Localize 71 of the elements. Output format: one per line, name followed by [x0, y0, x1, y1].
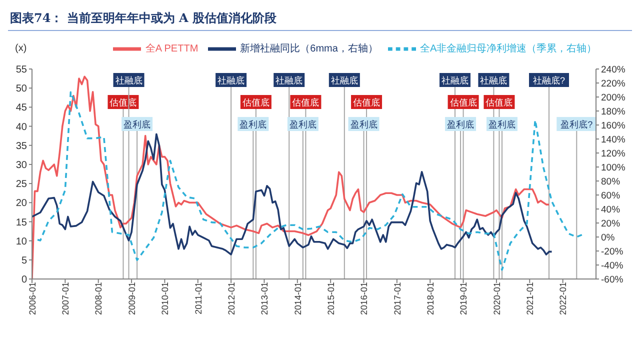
y2-tick-label: 140% — [601, 134, 626, 146]
ref-line-label: 估值底 — [292, 98, 320, 108]
y2-tick-label: 60% — [601, 190, 621, 202]
ref-line-label: 社融底 — [480, 76, 508, 86]
y2-tick-label: 240% — [601, 64, 626, 76]
ref-line-label: 社融底 — [276, 76, 303, 86]
chart-title: 图表74： 当前至明年年中或为 A 股估值消化阶段 — [8, 8, 632, 31]
y-axis-title: (x) — [15, 43, 27, 54]
x-tick-label: 2018-01 — [426, 282, 436, 316]
y-tick-label: 30 — [16, 160, 28, 172]
ref-line-label: 估值底 — [450, 98, 477, 108]
ref-line-label: 社融底 — [442, 76, 468, 86]
x-tick-label: 2012-01 — [226, 282, 236, 316]
y2-tick-label: 220% — [601, 78, 626, 90]
ref-line-label: 社融底 — [115, 76, 142, 86]
ref-line-label: 盈利底 — [124, 120, 151, 130]
y2-tick-label: 160% — [601, 120, 626, 132]
y-tick-label: 55 — [16, 64, 28, 76]
ref-line-label: 盈利底 — [488, 120, 516, 130]
y-tick-label: 50 — [16, 84, 28, 95]
x-tick-label: 2013-01 — [260, 282, 270, 316]
y2-tick-label: -60% — [601, 274, 624, 286]
x-tick-label: 2021-01 — [525, 282, 536, 316]
y2-tick-label: 100% — [601, 162, 626, 174]
y2-tick-label: -40% — [601, 260, 624, 272]
line-series — [32, 133, 553, 256]
ref-line-label: 盈利底? — [560, 120, 593, 130]
line-series — [32, 76, 550, 279]
ref-line-label: 盈利底 — [447, 120, 474, 130]
x-tick-label: 2022-01 — [558, 282, 568, 316]
x-tick-label: 2010-01 — [160, 282, 170, 316]
text: 全A PETTM — [145, 44, 198, 55]
y-tick-label: 10 — [16, 236, 28, 248]
y-tick-label: 0 — [21, 274, 28, 286]
y-tick-label: 35 — [16, 140, 28, 152]
ref-line-label: 盈利底 — [289, 120, 316, 130]
y2-tick-label: 80% — [601, 176, 621, 188]
y2-tick-label: 120% — [601, 148, 626, 160]
ref-line-label: 盈利底 — [240, 120, 267, 130]
ref-line-label: 盈利底 — [350, 120, 378, 130]
y2-tick-label: 20% — [601, 218, 621, 230]
y-tick-label: 15 — [16, 217, 28, 228]
ref-line-label: 社融底 — [218, 76, 245, 86]
y2-tick-label: 200% — [601, 92, 626, 104]
ref-line-label: 社融底? — [532, 76, 566, 86]
ref-line-label: 估值底 — [486, 98, 513, 108]
x-tick-label: 2007-01 — [60, 282, 71, 316]
y2-tick-label: 0% — [601, 232, 616, 244]
x-tick-label: 2008-01 — [94, 282, 104, 316]
x-tick-label: 2011-01 — [193, 282, 204, 314]
y-tick-label: 40 — [16, 122, 28, 133]
y2-tick-label: 180% — [601, 106, 626, 118]
x-tick-label: 2015-01 — [326, 282, 336, 316]
ref-line-label: 社融底 — [330, 76, 358, 86]
text: 新增社融同比（6mma，右轴） — [240, 44, 378, 55]
x-tick-label: 2016-01 — [359, 282, 370, 316]
y2-tick-label: 40% — [601, 204, 621, 216]
y-tick-label: 20 — [16, 198, 28, 210]
x-tick-label: 2006-01 — [27, 282, 38, 316]
x-tick-label: 2009-01 — [126, 282, 137, 316]
x-tick-label: 2017-01 — [392, 282, 402, 316]
ref-line-label: 估值底 — [353, 98, 380, 108]
y2-tick-label: -20% — [601, 246, 624, 258]
y-tick-label: 25 — [16, 179, 28, 190]
y-tick-label: 5 — [21, 255, 28, 266]
x-tick-label: 2019-01 — [458, 282, 469, 316]
x-tick-label: 2020-01 — [492, 282, 502, 316]
ref-line-label: 估值底 — [242, 98, 270, 108]
text: 全A非金融归母净利增速（季累，右轴） — [420, 44, 597, 55]
y-tick-label: 45 — [16, 102, 28, 114]
x-tick-label: 2014-01 — [292, 282, 303, 316]
